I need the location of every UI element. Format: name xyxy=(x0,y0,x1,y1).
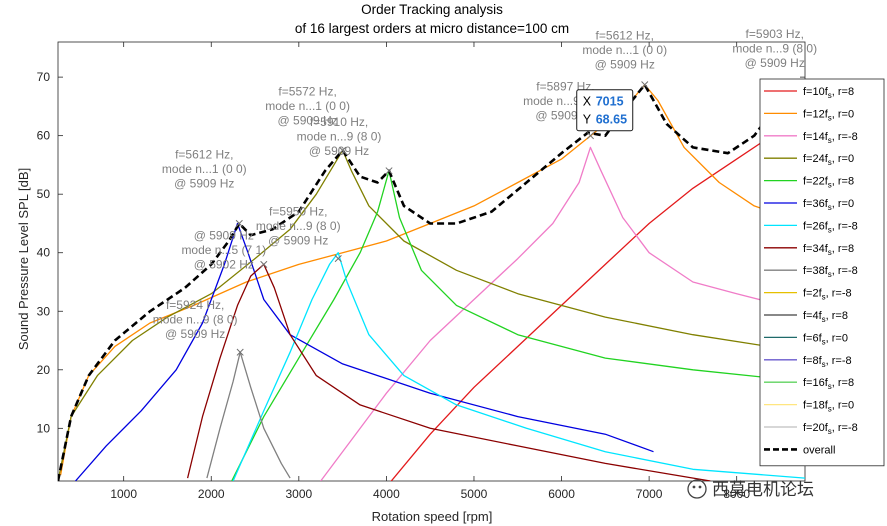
peak-annotation-text: @ 5909 Hz xyxy=(174,176,234,190)
legend-label[interactable]: f=12fs, r=0 xyxy=(803,108,854,122)
peak-marker[interactable] xyxy=(586,132,594,140)
legend-label[interactable]: f=34fs, r=8 xyxy=(803,243,854,257)
peak-marker[interactable] xyxy=(334,255,342,263)
peak-annotation-text: f=5572 Hz, xyxy=(278,84,336,98)
series-group xyxy=(58,81,805,487)
peak-annotation-text: @ 5909 Hz xyxy=(278,113,338,127)
legend-label[interactable]: f=4fs, r=8 xyxy=(803,310,848,324)
legend-label[interactable]: f=10fs, r=8 xyxy=(803,86,854,100)
peak-annotation-text: f=5924 Hz, xyxy=(166,298,224,312)
datatip-y-label: Y xyxy=(583,113,592,127)
legend-label[interactable]: f=22fs, r=8 xyxy=(803,176,854,190)
peak-marker[interactable] xyxy=(260,260,268,268)
peak-marker[interactable] xyxy=(641,81,649,89)
series-line-f-36fs-r-0[interactable] xyxy=(75,222,654,482)
peak-annotation-text: mode n...9 (8 0) xyxy=(732,41,817,55)
y-axis-label: Sound Pressure Level SPL [dB] xyxy=(16,168,31,350)
peak-annotation-text: @ 5909 Hz xyxy=(194,228,254,242)
peak-annotation-text: f=5903 Hz, xyxy=(746,27,804,41)
legend-label[interactable]: f=20fs, r=-8 xyxy=(803,422,858,436)
y-tick-label: 40 xyxy=(37,246,51,260)
chart-title-line-1: Order Tracking analysis xyxy=(361,2,503,17)
x-tick-label: 6000 xyxy=(548,487,575,501)
wechat-icon xyxy=(687,479,707,499)
peak-marker[interactable] xyxy=(339,146,347,154)
x-axis-label: Rotation speed [rpm] xyxy=(372,509,493,524)
wechat-icon-eye-left xyxy=(692,485,696,489)
chart-title-line-2: of 16 largest orders at micro distance=1… xyxy=(295,21,569,36)
legend-label[interactable]: f=38fs, r=-8 xyxy=(803,265,858,279)
peak-annotation-text: @ 5909 Hz xyxy=(595,58,655,72)
peak-annotation-text: mode n...9 (8 0) xyxy=(153,313,238,327)
x-tick-label: 8000 xyxy=(723,487,750,501)
legend-box xyxy=(759,78,885,467)
peak-annotation-text: mode n...1 (0 0) xyxy=(265,99,350,113)
legend-label[interactable]: f=8fs, r=-8 xyxy=(803,355,852,369)
legend-label[interactable]: f=2fs, r=-8 xyxy=(803,288,852,302)
legend-label[interactable]: f=24fs, r=0 xyxy=(803,153,854,167)
peak-annotation-text: @ 5909 Hz xyxy=(165,327,225,341)
watermark: 西莫电机论坛 xyxy=(687,479,814,499)
datatip-y-value: 68.65 xyxy=(596,113,627,127)
y-tick-label: 70 xyxy=(37,70,51,84)
y-tick-label: 60 xyxy=(37,129,51,143)
legend-label[interactable]: f=18fs, r=0 xyxy=(803,400,854,414)
series-line-f-22fs-r-8[interactable] xyxy=(229,170,805,487)
x-tick-label: 2000 xyxy=(198,487,225,501)
peak-annotation-text: mode n...1 (0 0) xyxy=(162,162,247,176)
peak-annotation-text: @ 5909 Hz xyxy=(745,56,805,70)
peak-annotation-text: f=5612 Hz, xyxy=(596,29,654,43)
datatip-box xyxy=(576,89,634,132)
series-line-f-14fs-r-8[interactable] xyxy=(320,146,805,481)
datatip-x-value: 7015 xyxy=(596,95,624,109)
legend-label[interactable]: f=16fs, r=8 xyxy=(803,377,854,391)
peak-annotation-text: @ 5902 Hz xyxy=(194,257,254,271)
x-tick-label: 5000 xyxy=(461,487,488,501)
datatip[interactable]: X 7015 Y 68.65 xyxy=(576,89,634,132)
legend-label[interactable]: f=14fs, r=-8 xyxy=(803,131,858,145)
legend-label[interactable]: f=6fs, r=0 xyxy=(803,332,848,346)
datatip-x-label: X xyxy=(583,95,592,109)
legend-label[interactable]: f=36fs, r=0 xyxy=(803,198,854,212)
series-line-f-38fs-r-8[interactable] xyxy=(206,351,291,479)
series-line-f-24fs-r-0[interactable] xyxy=(58,149,805,481)
x-tick-label: 7000 xyxy=(636,487,663,501)
legend-label[interactable]: f=26fs, r=-8 xyxy=(803,220,858,234)
wechat-icon-eye-right xyxy=(698,485,702,489)
x-tick-label: 4000 xyxy=(373,487,400,501)
peak-annotation-text: @ 5909 Hz xyxy=(309,144,369,158)
peak-annotation-text: f=5612 Hz, xyxy=(175,147,233,161)
series-line-f-34fs-r-8[interactable] xyxy=(186,263,711,481)
series-line-f-12fs-r-0[interactable] xyxy=(59,84,805,476)
peak-annotation-text: @ 5909 Hz xyxy=(268,234,328,248)
series-line-f-10fs-r-8[interactable] xyxy=(386,117,805,487)
y-tick-label: 20 xyxy=(37,363,51,377)
peak-annotation-text: mode n...9 (8 0) xyxy=(256,219,341,233)
series-line-f-26fs-r-8[interactable] xyxy=(232,252,805,481)
y-tick-label: 30 xyxy=(37,304,51,318)
series-line-overall[interactable] xyxy=(58,81,805,481)
peak-annotation-text: f=5910 Hz, xyxy=(310,115,368,129)
peak-annotation-text: mode n...1 (0 0) xyxy=(582,43,667,57)
peak-marker[interactable] xyxy=(236,348,244,356)
x-tick-label: 3000 xyxy=(285,487,312,501)
peak-annotation-text: mode n...9 (8 0) xyxy=(297,129,382,143)
peak-marker[interactable] xyxy=(385,167,393,175)
y-tick-label: 50 xyxy=(37,187,51,201)
legend-label[interactable]: overall xyxy=(803,444,835,456)
y-tick-label: 10 xyxy=(37,421,51,435)
watermark-text: 西莫电机论坛 xyxy=(712,480,814,499)
x-tick-label: 1000 xyxy=(110,487,137,501)
peak-annotation-text: f=5950 Hz, xyxy=(269,205,327,219)
legend[interactable]: f=10fs, r=8 f=12fs, r=0 f=14fs, r=-8 f=24fs… xyxy=(759,78,885,467)
peak-annotation-text: mode n...5 (7 1) xyxy=(181,243,266,257)
plot-area[interactable]: 1000 2000 3000 4000 5000 6000 7000 8000 10 20 30 40… xyxy=(37,27,817,501)
peak-marker[interactable] xyxy=(235,219,243,228)
